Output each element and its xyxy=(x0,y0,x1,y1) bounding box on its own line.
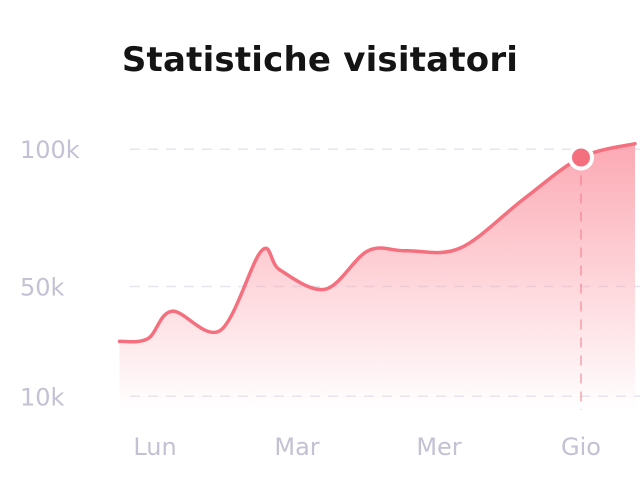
y-tick-label: 10k xyxy=(20,383,65,411)
x-tick-label: Gio xyxy=(561,433,601,461)
series-line xyxy=(117,141,637,344)
y-tick-label: 50k xyxy=(20,273,65,301)
x-tick-label: Lun xyxy=(133,433,176,461)
x-tick-label: Mar xyxy=(274,433,319,461)
x-tick-label: Mer xyxy=(416,433,461,461)
area-fill xyxy=(119,143,635,410)
chart-title: Statistiche visitatori xyxy=(121,40,519,80)
y-tick-label: 100k xyxy=(20,136,80,164)
highlight-point xyxy=(568,144,594,171)
